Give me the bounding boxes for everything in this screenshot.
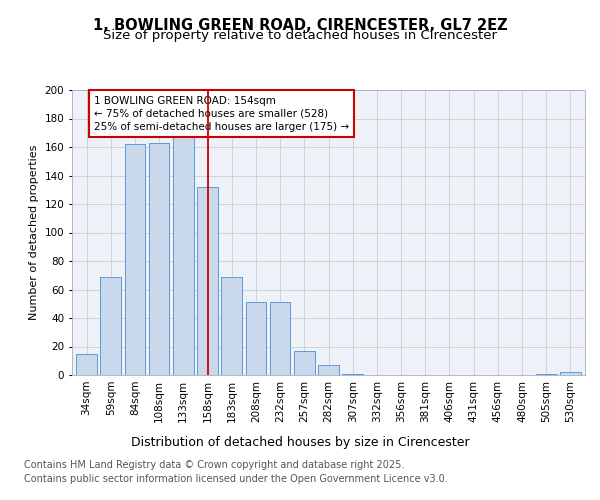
Text: 1, BOWLING GREEN ROAD, CIRENCESTER, GL7 2EZ: 1, BOWLING GREEN ROAD, CIRENCESTER, GL7 … bbox=[92, 18, 508, 32]
Bar bbox=[149, 142, 169, 375]
Bar bbox=[100, 276, 121, 375]
Text: Distribution of detached houses by size in Cirencester: Distribution of detached houses by size … bbox=[131, 436, 469, 449]
Bar bbox=[270, 302, 290, 375]
Bar bbox=[76, 354, 97, 375]
Bar bbox=[536, 374, 557, 375]
Text: Size of property relative to detached houses in Cirencester: Size of property relative to detached ho… bbox=[103, 29, 497, 42]
Bar bbox=[294, 351, 314, 375]
Y-axis label: Number of detached properties: Number of detached properties bbox=[29, 145, 39, 320]
Bar bbox=[221, 276, 242, 375]
Bar bbox=[245, 302, 266, 375]
Bar bbox=[125, 144, 145, 375]
Bar bbox=[560, 372, 581, 375]
Text: Contains HM Land Registry data © Crown copyright and database right 2025.
Contai: Contains HM Land Registry data © Crown c… bbox=[24, 460, 448, 484]
Bar bbox=[343, 374, 363, 375]
Text: 1 BOWLING GREEN ROAD: 154sqm
← 75% of detached houses are smaller (528)
25% of s: 1 BOWLING GREEN ROAD: 154sqm ← 75% of de… bbox=[94, 96, 349, 132]
Bar bbox=[318, 365, 339, 375]
Bar bbox=[173, 137, 194, 375]
Bar bbox=[197, 187, 218, 375]
